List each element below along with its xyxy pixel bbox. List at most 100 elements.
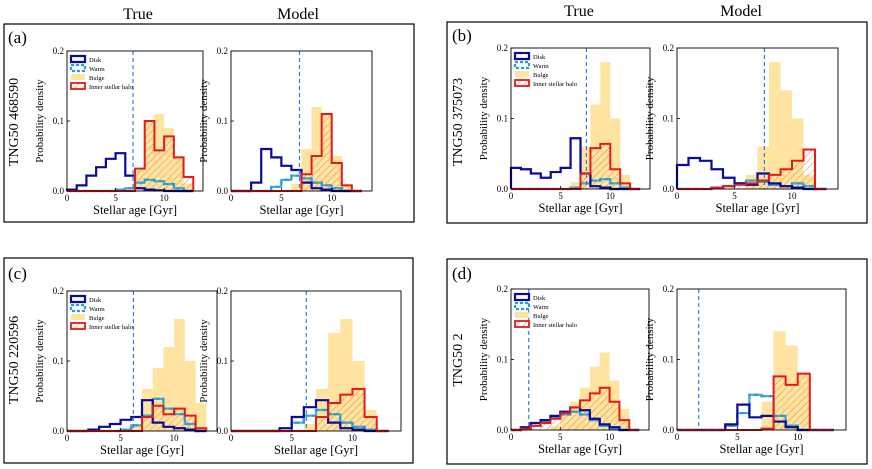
col-header-model-right: Model: [720, 3, 762, 20]
panel-letter-b: (b): [452, 26, 472, 45]
bulge-bar: [131, 424, 142, 431]
y-axis-label: Probability density: [478, 76, 490, 160]
x-tick-label: 0: [65, 433, 70, 443]
y-axis-label: Probability density: [34, 79, 46, 163]
bulge-bar: [769, 62, 781, 189]
x-tick-label: 0: [229, 433, 234, 443]
legend-label: Disk: [533, 54, 546, 61]
legend-swatch: [70, 322, 86, 330]
legend-swatch: [69, 294, 87, 304]
halo-hatch: [511, 387, 640, 430]
warm-step-dashed: [67, 397, 207, 433]
bulge-bar: [311, 107, 322, 191]
legend-swatch: [513, 60, 531, 70]
legend-swatch: [514, 320, 530, 328]
bulge-bar: [590, 104, 601, 189]
legend-swatch: [515, 71, 529, 77]
x-axis-label: Stellar age [Gyr]: [720, 442, 804, 456]
panel-frame-c: [3, 257, 414, 464]
x-axis-label: Stellar age [Gyr]: [260, 203, 344, 217]
y-axis-label: Probability density: [34, 319, 46, 403]
x-tick-label: 10: [605, 432, 615, 442]
bulge-bar: [580, 146, 591, 189]
halo-hatch: [677, 149, 827, 189]
panel-letter-d: (d): [452, 264, 472, 283]
x-tick-label: 5: [113, 193, 118, 203]
legend-label: Inner stellar halo: [533, 81, 577, 88]
axes-c-true: 0 5 10 0.0 0.1 0.2 Stellar age [Gyr] Probabilit…: [34, 286, 218, 457]
y-tick-label: 0.0: [53, 186, 65, 196]
halo-step: [511, 386, 640, 431]
x-tick-label: 5: [558, 191, 563, 201]
x-tick-label: 0: [509, 191, 514, 201]
y-tick-label: 0.0: [217, 186, 229, 196]
x-tick-label: 0: [675, 432, 680, 442]
legend-label: Bulge: [533, 313, 549, 320]
y-axis-label: Probability density: [478, 317, 490, 401]
bulge-bar: [291, 184, 302, 191]
legend-swatch: [513, 51, 531, 61]
legend-label: Bulge: [533, 72, 549, 79]
legend-swatch: [515, 312, 529, 318]
halo-hatch: [67, 121, 194, 191]
x-axis-label: Stellar age [Gyr]: [274, 443, 358, 457]
galaxy-label-b: TNG50 375073: [451, 78, 466, 166]
legend-swatch: [71, 74, 85, 80]
halo-hatch: [677, 373, 834, 430]
y-tick-label: 0.2: [217, 46, 228, 56]
y-tick-label: 0.2: [663, 43, 674, 53]
col-header-true-right: True: [564, 3, 594, 20]
halo-hatch: [231, 389, 389, 431]
y-tick-label: 0.0: [53, 426, 65, 436]
legend-label: Inner stellar halo: [89, 84, 133, 91]
legend-label: Warm: [89, 306, 105, 313]
galaxy-label-c: TNG50 220596: [7, 316, 22, 404]
bulge-bar: [620, 174, 631, 189]
y-tick-label: 0.0: [663, 425, 675, 435]
y-tick-label: 0.1: [497, 355, 508, 365]
x-axis-label: Stellar age [Gyr]: [100, 443, 184, 457]
halo-step: [677, 372, 834, 431]
col-header-true-left: True: [123, 6, 153, 23]
legend-label: Inner stellar halo: [533, 322, 577, 329]
y-tick-label: 0.1: [53, 116, 64, 126]
bulge-bar: [780, 90, 792, 189]
y-axis-label: Probability density: [198, 79, 210, 163]
axes-c-model: 0 5 10 0.0 0.1 0.2 Stellar age [Gyr] Probabilit…: [198, 286, 402, 457]
x-tick-label: 0: [675, 191, 680, 201]
axes-a-true: 0 5 10 0.0 0.1 0.2 Stellar age [Gyr] Probabilit…: [34, 46, 204, 217]
x-tick-label: 10: [606, 191, 616, 201]
y-axis-label: Probability density: [644, 76, 656, 160]
x-tick-label: 10: [327, 193, 337, 203]
legend-swatch: [71, 314, 85, 320]
x-tick-label: 5: [735, 432, 740, 442]
y-tick-label: 0.2: [217, 286, 228, 296]
x-tick-label: 10: [793, 432, 803, 442]
x-axis-label: Stellar age [Gyr]: [539, 201, 623, 215]
galaxy-label-d: TNG50 2: [451, 333, 466, 386]
bulge-bar: [746, 174, 758, 189]
y-axis-label: Probability density: [644, 317, 656, 401]
axes-d-model: 0 5 10 0.0 0.1 0.2 Stellar age [Gyr] Probabilit…: [644, 284, 847, 456]
plots-layer: 0 5 10 0.0 0.1 0.2 Stellar age [Gyr] Probabilit…: [34, 43, 847, 457]
x-tick-label: 10: [348, 433, 358, 443]
halo-step: [231, 113, 362, 192]
x-tick-label: 10: [788, 191, 798, 201]
y-tick-label: 0.0: [497, 425, 509, 435]
bulge-bar: [184, 361, 196, 431]
y-tick-label: 0.1: [53, 356, 64, 366]
legend-label: Warm: [533, 63, 549, 70]
x-axis-label: Stellar age [Gyr]: [93, 203, 177, 217]
panel-frame-a: [3, 23, 415, 223]
y-tick-label: 0.1: [217, 116, 228, 126]
x-tick-label: 0: [65, 193, 70, 203]
bulge-bar: [792, 118, 804, 189]
halo-hatch: [231, 114, 362, 191]
y-tick-label: 0.2: [497, 284, 508, 294]
x-tick-label: 5: [732, 191, 737, 201]
x-tick-label: 0: [229, 193, 234, 203]
y-axis-label: Probability density: [198, 319, 210, 403]
legend-swatch: [514, 79, 530, 87]
y-tick-label: 0.2: [53, 46, 64, 56]
